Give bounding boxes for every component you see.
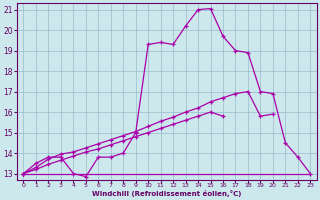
X-axis label: Windchill (Refroidissement éolien,°C): Windchill (Refroidissement éolien,°C) [92, 190, 242, 197]
